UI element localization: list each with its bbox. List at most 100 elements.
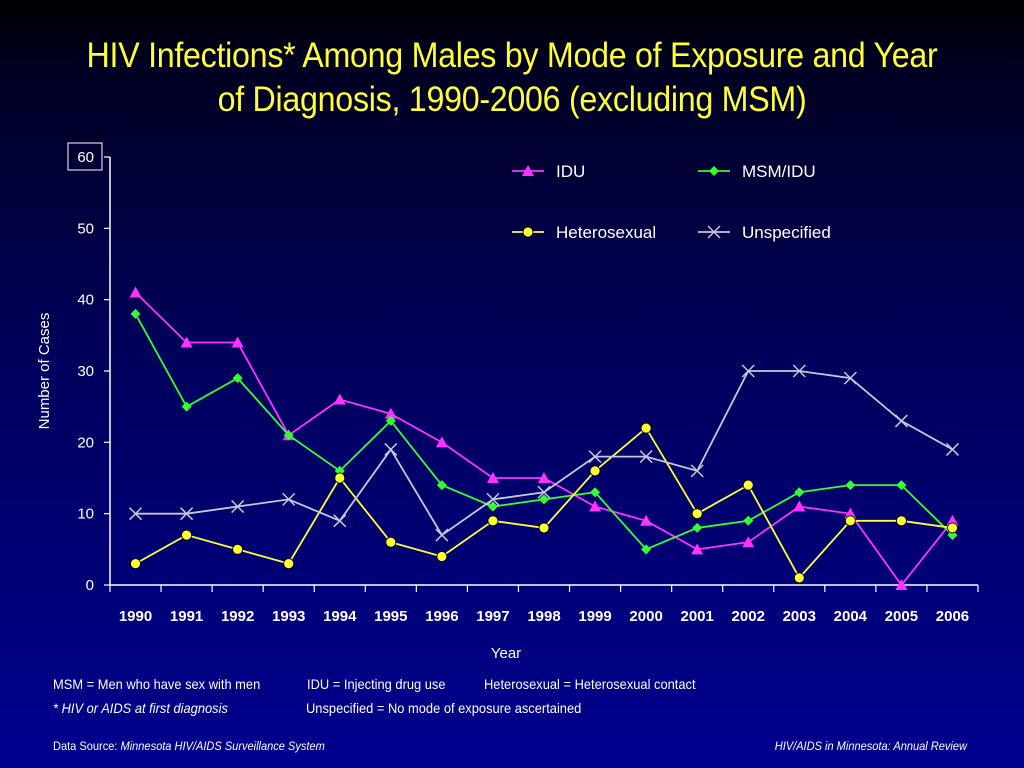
point-heterosexual bbox=[691, 508, 703, 520]
point-idu bbox=[231, 336, 244, 348]
point-unspecified bbox=[384, 442, 398, 456]
footnote-unspecified: Unspecified = No mode of exposure ascert… bbox=[306, 700, 582, 716]
point-idu bbox=[691, 543, 704, 555]
y-tick-label: 20 bbox=[77, 434, 94, 451]
point-idu bbox=[895, 579, 908, 590]
point-idu bbox=[742, 536, 755, 548]
point-heterosexual bbox=[283, 558, 295, 569]
x-tick-label: 1990 bbox=[119, 608, 152, 625]
point-idu bbox=[180, 336, 193, 348]
point-unspecified bbox=[333, 514, 347, 528]
x-tick-label: 1997 bbox=[476, 608, 509, 625]
y-tick-label: 40 bbox=[77, 292, 94, 309]
x-tick-label: 2002 bbox=[732, 608, 765, 625]
series-line-idu bbox=[134, 291, 954, 587]
point-unspecified bbox=[639, 450, 653, 464]
point-msm-idu bbox=[539, 494, 549, 505]
point-msm-idu bbox=[845, 480, 856, 491]
point-unspecified bbox=[128, 507, 143, 521]
point-heterosexual bbox=[232, 543, 244, 555]
point-unspecified bbox=[486, 492, 500, 506]
point-unspecified bbox=[435, 528, 449, 542]
legend-marker-msm-idu bbox=[709, 166, 719, 176]
point-msm-idu bbox=[590, 487, 601, 498]
legend-marker-heterosexual bbox=[522, 226, 534, 238]
data-source-name: Minnesota HIV/AIDS Surveillance System bbox=[120, 739, 325, 753]
chart-title: HIV Infections* Among Males by Mode of E… bbox=[41, 34, 983, 122]
footnote-msm: MSM = Men who have sex with men bbox=[53, 676, 261, 692]
chart-title-line-1: HIV Infections* Among Males by Mode of E… bbox=[86, 36, 938, 75]
x-tick-label: 1993 bbox=[272, 608, 305, 625]
point-heterosexual bbox=[130, 558, 141, 569]
legend-marker-unspecified bbox=[707, 225, 721, 239]
y-tick-label: 30 bbox=[77, 363, 94, 380]
point-heterosexual bbox=[487, 515, 499, 527]
point-msm-idu bbox=[794, 487, 805, 498]
point-idu bbox=[946, 514, 959, 526]
point-unspecified bbox=[792, 364, 806, 378]
x-tick-label: 2006 bbox=[936, 608, 969, 625]
point-msm-idu bbox=[692, 522, 703, 533]
x-tick-label: 1998 bbox=[527, 608, 560, 625]
point-msm-idu bbox=[283, 430, 294, 441]
point-heterosexual bbox=[742, 479, 754, 491]
point-idu bbox=[538, 472, 550, 483]
point-idu bbox=[589, 500, 602, 512]
point-unspecified bbox=[894, 414, 908, 428]
point-msm-idu bbox=[436, 480, 447, 491]
legend-label-unspecified: Unspecified bbox=[742, 223, 831, 242]
point-unspecified bbox=[843, 371, 857, 385]
x-tick-label: 1999 bbox=[578, 608, 611, 625]
x-tick-label: 1994 bbox=[323, 608, 357, 625]
point-heterosexual bbox=[436, 551, 448, 562]
point-unspecified bbox=[180, 507, 194, 521]
legend-label-msm-idu: MSM/IDU bbox=[742, 162, 816, 181]
point-msm-idu bbox=[896, 480, 907, 491]
x-tick-label: 2001 bbox=[680, 608, 713, 625]
point-unspecified bbox=[945, 442, 960, 456]
point-msm-idu bbox=[641, 544, 652, 555]
point-unspecified bbox=[741, 364, 755, 378]
point-heterosexual bbox=[793, 572, 805, 584]
point-heterosexual bbox=[538, 522, 550, 534]
point-unspecified bbox=[690, 464, 704, 478]
footnote-asterisk: * HIV or AIDS at first diagnosis bbox=[53, 700, 228, 716]
x-tick-label: 1996 bbox=[425, 608, 458, 625]
data-source: Data Source: Minnesota HIV/AIDS Surveill… bbox=[53, 739, 325, 753]
y-tick-label: 60 bbox=[77, 149, 94, 166]
point-idu bbox=[129, 286, 142, 298]
footnote-heterosexual: Heterosexual = Heterosexual contact bbox=[484, 676, 696, 692]
x-tick-label: 2004 bbox=[834, 608, 868, 625]
point-heterosexual bbox=[896, 515, 907, 527]
point-idu bbox=[333, 393, 346, 405]
x-tick-label: 2000 bbox=[629, 608, 662, 625]
x-tick-label: 1992 bbox=[221, 608, 254, 625]
point-unspecified bbox=[282, 492, 296, 506]
point-idu bbox=[793, 500, 806, 512]
point-msm-idu bbox=[130, 308, 141, 319]
point-idu bbox=[844, 507, 857, 519]
point-msm-idu bbox=[181, 401, 192, 412]
point-idu bbox=[384, 407, 397, 419]
point-heterosexual bbox=[385, 536, 397, 548]
x-tick-label: 2003 bbox=[783, 608, 816, 625]
y-tick-label: 10 bbox=[77, 506, 94, 523]
chart-title-line-2: of Diagnosis, 1990-2006 (excluding MSM) bbox=[217, 80, 807, 119]
point-unspecified bbox=[588, 450, 602, 464]
data-source-label: Data Source: bbox=[53, 739, 121, 753]
y-tick-label: 50 bbox=[77, 220, 94, 237]
x-axis-title: Year bbox=[491, 645, 521, 662]
point-heterosexual bbox=[844, 515, 856, 527]
point-unspecified bbox=[537, 485, 551, 499]
legend-label-heterosexual: Heterosexual bbox=[556, 223, 656, 242]
footnote-asterisk-text: * HIV or AIDS at first diagnosis bbox=[53, 700, 228, 716]
point-idu bbox=[486, 472, 499, 483]
point-idu bbox=[435, 436, 448, 448]
x-tick-label: 1991 bbox=[170, 608, 203, 625]
x-tick-label: 2005 bbox=[885, 608, 918, 625]
point-heterosexual bbox=[334, 472, 346, 484]
point-msm-idu bbox=[487, 501, 498, 512]
footnote-idu: IDU = Injecting drug use bbox=[307, 676, 446, 692]
point-heterosexual bbox=[589, 465, 601, 477]
